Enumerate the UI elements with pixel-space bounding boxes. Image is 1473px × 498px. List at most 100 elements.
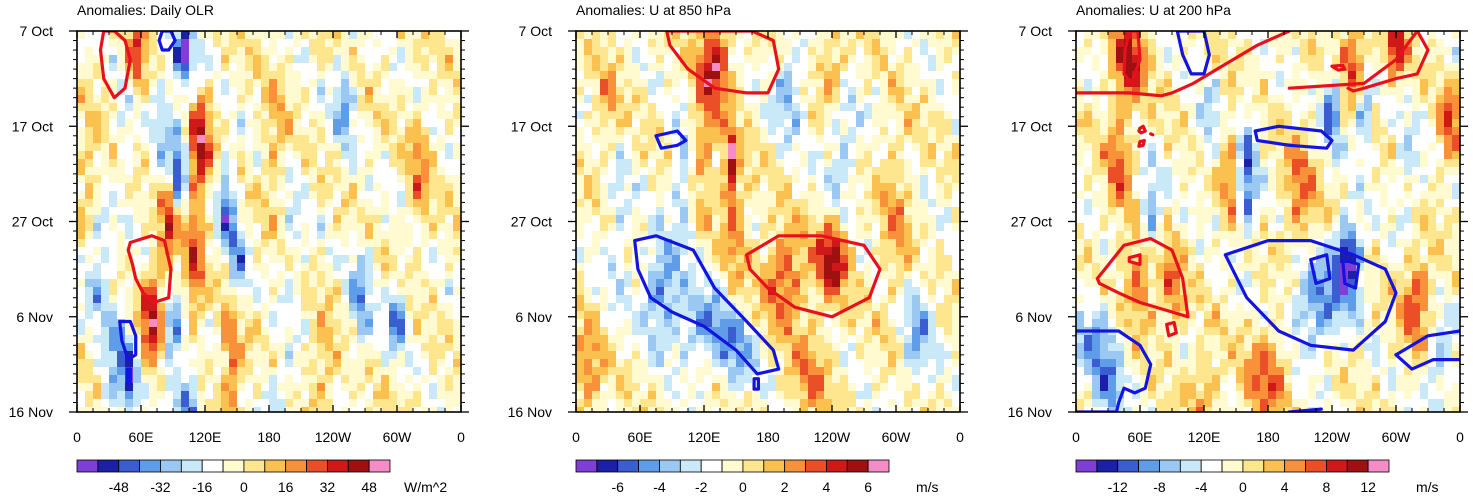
colorbar-swatch <box>180 459 203 473</box>
colorbar-label: 32 <box>320 479 336 495</box>
negative-contour <box>633 234 781 376</box>
y-tick-label: 7 Oct <box>519 23 553 39</box>
colorbar-swatch <box>867 459 890 473</box>
x-tick-label: 120E <box>688 429 721 445</box>
colorbar-swatch <box>243 459 266 473</box>
panel-title: Anomalies: U at 200 hPa <box>1076 2 1231 18</box>
x-tick-label: 120E <box>1188 429 1221 445</box>
colorbar-swatch <box>846 459 869 473</box>
negative-contour <box>1309 253 1332 285</box>
y-tick-label: 6 Nov <box>515 309 552 325</box>
colorbar-swatch <box>1284 459 1306 473</box>
y-tick-label: 17 Oct <box>12 118 53 134</box>
positive-contour <box>1076 31 1291 98</box>
colorbar-label: 2 <box>781 479 789 495</box>
colorbar-swatch <box>721 459 744 473</box>
panel-3: Anomalies: U at 200 hPa 0 60E 120E 180 120W 60… <box>1008 2 1468 495</box>
colorbar-swatch <box>742 459 765 473</box>
colorbar-swatch <box>201 459 224 473</box>
y-tick-label: 7 Oct <box>20 23 54 39</box>
positive-contour <box>1122 31 1142 86</box>
positive-contour <box>665 31 781 95</box>
colorbar-label: 4 <box>1281 479 1289 495</box>
colorbar-swatch <box>659 459 681 473</box>
colorbar-swatch <box>285 459 307 473</box>
colorbar-label: 6 <box>864 479 872 495</box>
colorbar-label: 0 <box>1239 479 1247 495</box>
colorbar-swatch <box>139 459 161 473</box>
negative-contour <box>1394 329 1460 357</box>
colorbar-swatch <box>1346 459 1369 473</box>
y-tick-label: 27 Oct <box>511 214 552 230</box>
positive-contour <box>1137 138 1146 148</box>
negative-contour <box>125 367 132 385</box>
x-tick-label: 60W <box>882 429 912 445</box>
colorbar-swatch <box>617 459 640 473</box>
x-tick-label: 60W <box>1382 429 1412 445</box>
panel-1: Anomalies: Daily OLR 0 60E 120E 180 120W 60W 0 7… <box>9 2 469 495</box>
anomaly-field <box>1076 31 1460 412</box>
colorbar-swatch <box>1242 459 1265 473</box>
colorbar: -48 -32 -16 0 16 32 48 W/m^2 <box>76 459 447 495</box>
colorbar-label: 8 <box>1323 479 1331 495</box>
y-tick-label: 17 Oct <box>511 118 552 134</box>
colorbar-swatch <box>1367 459 1390 473</box>
negative-contour <box>1223 239 1398 352</box>
x-tick-label: 60E <box>628 429 653 445</box>
y-axis: 7 Oct 17 Oct 27 Oct 6 Nov 16 Nov <box>9 23 469 420</box>
colorbar-label: -6 <box>612 479 625 495</box>
colorbar-swatch <box>575 459 598 473</box>
colorbar: -6 -4 -2 0 2 4 6 m/s <box>575 459 939 495</box>
colorbar-swatch <box>1221 459 1244 473</box>
positive-contour <box>745 234 882 319</box>
colorbar-label: 4 <box>823 479 831 495</box>
y-axis: 7 Oct 17 Oct 27 Oct 6 Nov 16 Nov <box>1008 23 1468 420</box>
x-axis: 0 60E 120E 180 120W 60W 0 <box>73 31 465 445</box>
negative-contour <box>118 319 138 362</box>
colorbar-swatch <box>222 459 245 473</box>
colorbar-swatch <box>368 459 391 473</box>
colorbar-unit: m/s <box>1416 479 1439 495</box>
positive-contour <box>98 31 132 100</box>
x-tick-label: 0 <box>1456 429 1464 445</box>
y-tick-label: 16 Nov <box>9 404 53 420</box>
positive-contour <box>1330 63 1347 72</box>
x-tick-label: 180 <box>756 429 780 445</box>
positive-contour <box>1149 132 1155 137</box>
colorbar-swatch <box>76 459 99 473</box>
x-tick-label: 60E <box>1128 429 1153 445</box>
x-tick-label: 0 <box>457 429 465 445</box>
colorbar-label: -4 <box>1195 479 1208 495</box>
colorbar-swatch <box>1138 459 1160 473</box>
colorbar-swatch <box>347 459 370 473</box>
colorbar-label: -32 <box>150 479 170 495</box>
x-axis: 0 60E 120E 180 120W 60W 0 <box>1072 31 1464 445</box>
x-tick-label: 0 <box>956 429 964 445</box>
colorbar-swatch <box>679 459 702 473</box>
panel-title: Anomalies: U at 850 hPa <box>576 2 731 18</box>
colorbar-swatch <box>1305 459 1327 473</box>
y-tick-label: 6 Nov <box>16 309 53 325</box>
colorbar-label: -48 <box>109 479 129 495</box>
x-tick-label: 60E <box>129 429 154 445</box>
colorbar-swatch <box>638 459 660 473</box>
colorbar-swatch <box>1075 459 1098 473</box>
colorbar-swatch <box>306 459 328 473</box>
colorbar-label: 0 <box>739 479 747 495</box>
anomaly-field <box>77 31 461 412</box>
colorbar-unit: m/s <box>916 479 939 495</box>
negative-contour <box>1394 353 1460 371</box>
y-tick-label: 27 Oct <box>12 214 53 230</box>
negative-contour <box>1341 258 1361 290</box>
x-tick-label: 120E <box>189 429 222 445</box>
colorbar-label: 0 <box>240 479 248 495</box>
colorbar: -12 -8 -4 0 4 8 12 m/s <box>1075 459 1439 495</box>
contour-overlay <box>1076 31 1460 412</box>
colorbar-swatch <box>1263 459 1286 473</box>
colorbar-swatch <box>97 459 120 473</box>
colorbar-swatch <box>264 459 287 473</box>
negative-contour <box>654 129 688 150</box>
x-tick-label: 120W <box>315 429 352 445</box>
